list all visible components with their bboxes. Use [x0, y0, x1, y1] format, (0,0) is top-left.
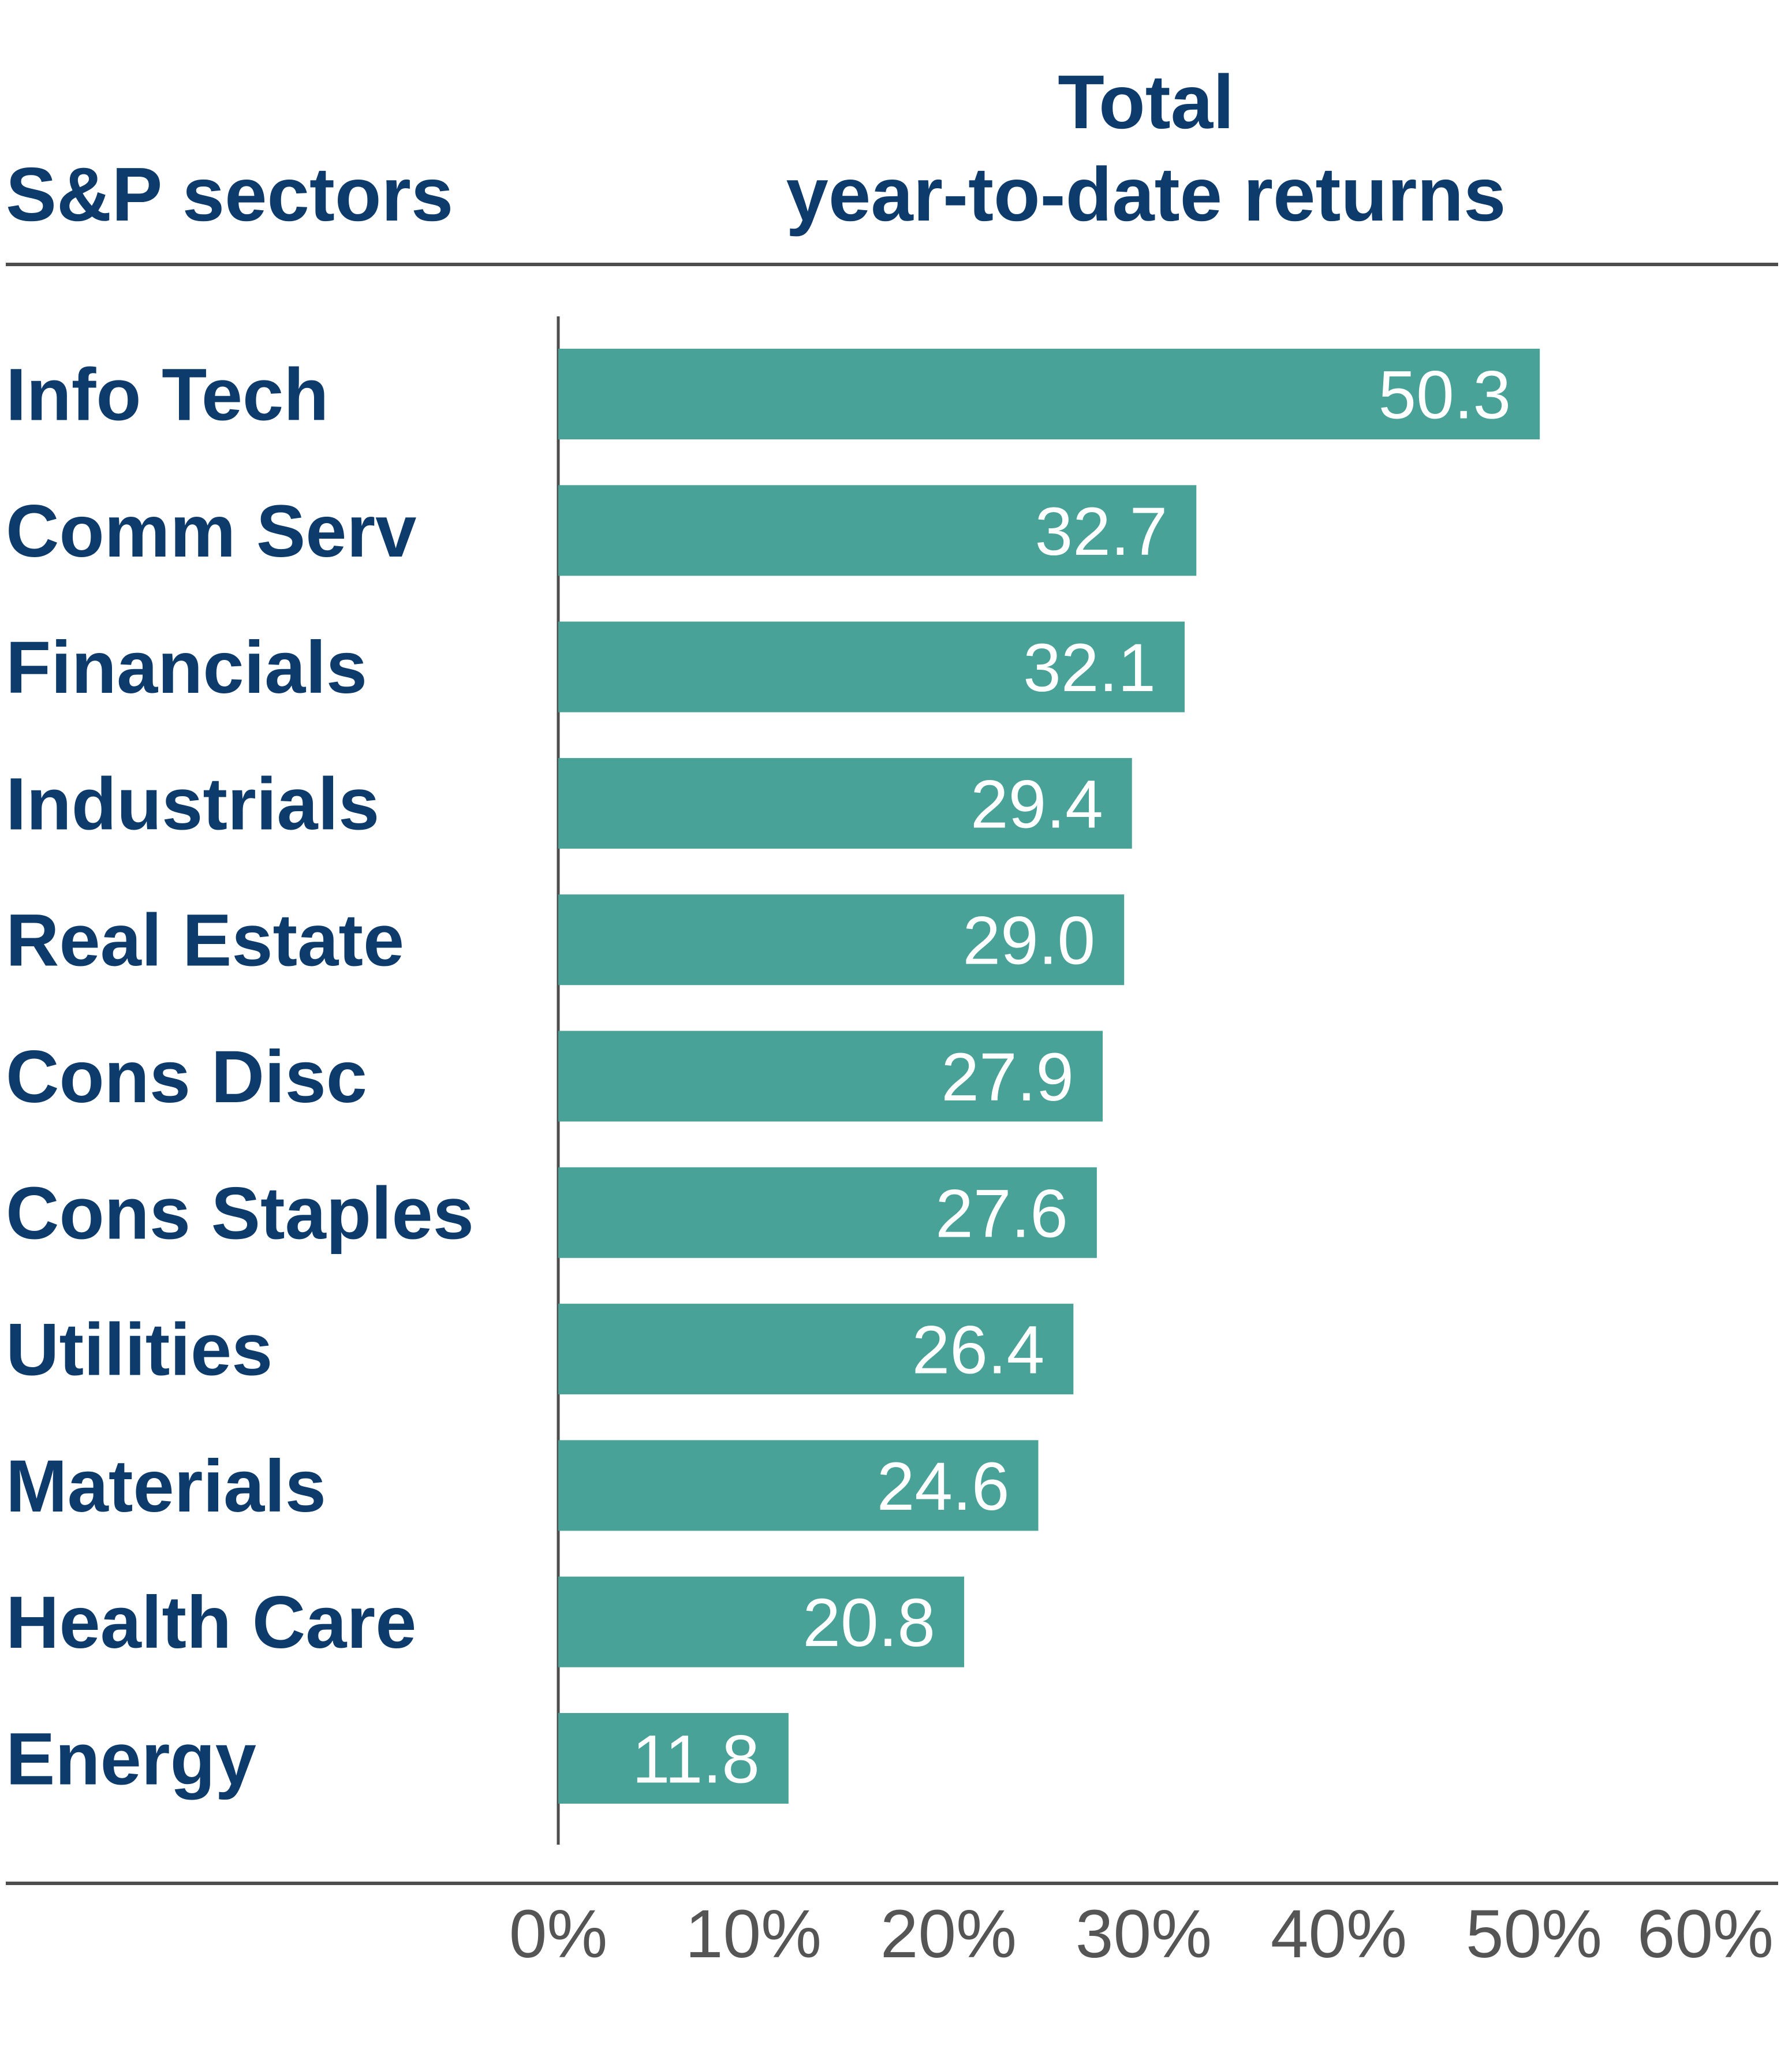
- bar-cons-staples: [558, 1167, 1097, 1258]
- x-tick-label-30pct: 30%: [1076, 1896, 1212, 1972]
- category-label-cons-staples: Cons Staples: [6, 1172, 474, 1255]
- bar-materials: [558, 1440, 1039, 1531]
- category-labels: Info Tech Comm Serv Financials Industrials R…: [6, 354, 474, 1801]
- category-label-real-estate: Real Estate: [6, 900, 404, 982]
- x-tick-label-0pct: 0%: [509, 1896, 608, 1972]
- value-label-health-care: 20.8: [802, 1585, 935, 1661]
- category-label-info-tech: Info Tech: [6, 354, 328, 436]
- category-label-cons-disc: Cons Disc: [6, 1036, 367, 1118]
- bar-info-tech: [558, 349, 1540, 439]
- bar-real-estate: [558, 894, 1125, 986]
- header-right-line2: year-to-date returns: [786, 152, 1506, 237]
- header-left: S&P sectors: [6, 152, 453, 237]
- bar-utilities: [558, 1304, 1074, 1395]
- x-tick-label-40pct: 40%: [1271, 1896, 1407, 1972]
- bar-financials: [558, 621, 1185, 712]
- category-label-materials: Materials: [6, 1445, 326, 1528]
- bar-industrials: [558, 757, 1132, 849]
- value-label-comm-serv: 32.7: [1035, 494, 1168, 570]
- x-tick-label-60pct: 60%: [1637, 1896, 1774, 1972]
- category-label-financials: Financials: [6, 626, 367, 709]
- value-label-financials: 32.1: [1023, 630, 1156, 706]
- value-label-industrials: 29.4: [970, 766, 1103, 842]
- bar-cons-disc: [558, 1031, 1103, 1122]
- value-label-cons-disc: 27.9: [941, 1039, 1074, 1115]
- value-labels: 50.3 32.7 32.1 29.4 29.0 27.9 27.6 26.4 24.6 20.8…: [632, 357, 1511, 1798]
- x-tick-label-20pct: 20%: [880, 1896, 1017, 1972]
- bar-comm-serv: [558, 485, 1197, 576]
- category-label-energy: Energy: [6, 1718, 256, 1801]
- header-right-line1: Total: [1058, 59, 1234, 144]
- x-tick-label-50pct: 50%: [1466, 1896, 1602, 1972]
- value-label-cons-staples: 27.6: [935, 1175, 1068, 1252]
- bar-health-care: [558, 1576, 965, 1667]
- value-label-materials: 24.6: [877, 1449, 1010, 1525]
- value-label-info-tech: 50.3: [1378, 357, 1511, 434]
- bar-energy: [558, 1713, 789, 1804]
- category-label-utilities: Utilities: [6, 1309, 272, 1391]
- category-label-health-care: Health Care: [6, 1581, 416, 1664]
- bars-group: [558, 349, 1540, 1804]
- category-label-industrials: Industrials: [6, 763, 379, 845]
- value-label-utilities: 26.4: [912, 1312, 1045, 1389]
- value-label-energy: 11.8: [632, 1722, 760, 1798]
- category-label-comm-serv: Comm Serv: [6, 490, 416, 573]
- value-label-real-estate: 29.0: [963, 903, 1096, 979]
- x-tick-label-10pct: 10%: [685, 1896, 822, 1972]
- x-axis-ticks: 0% 10% 20% 30% 40% 50% 60%: [509, 1896, 1774, 1972]
